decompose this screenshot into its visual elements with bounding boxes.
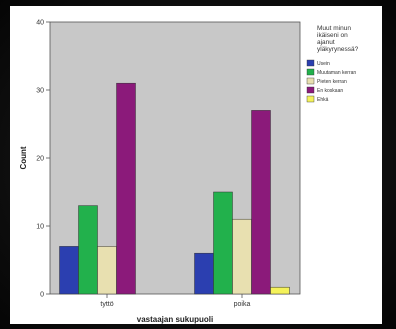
y-tick-label: 30 [36, 88, 44, 95]
x-tick-label: poika [234, 301, 251, 308]
bar-pieten-kerran-0 [97, 246, 117, 295]
legend-label: Usein [317, 61, 330, 67]
legend-swatch [306, 77, 315, 85]
legend-swatch [306, 86, 315, 94]
bar-en-koskaan-1 [251, 110, 271, 295]
y-axis-title: Count [19, 146, 28, 169]
bar-usein-1 [194, 252, 214, 295]
bar-ehkä-1 [270, 286, 290, 295]
x-tick-label: tyttö [100, 301, 113, 308]
legend-swatch [306, 95, 315, 103]
legend-swatch [306, 68, 315, 76]
bar-muutaman-kerran-1 [213, 191, 233, 295]
legend-swatch [306, 59, 315, 67]
y-tick-label: 20 [36, 156, 44, 163]
bars-group [59, 82, 290, 295]
x-axis: tyttö poika [100, 294, 250, 308]
legend-title-line: yläkyrynessä? [317, 46, 359, 53]
legend-label: Ehkä [317, 97, 329, 103]
y-tick-label: 10 [36, 224, 44, 231]
legend-label: Muutaman kerran [317, 70, 356, 76]
bar-pieten-kerran-1 [232, 218, 252, 295]
bar-en-koskaan-0 [116, 82, 136, 295]
y-axis: 0 10 20 30 40 [36, 20, 50, 299]
bar-usein-0 [59, 246, 79, 295]
y-tick-label: 40 [36, 20, 44, 27]
legend-title-line: ajanut [317, 39, 335, 46]
legend-label: Pieten kerran [317, 79, 347, 85]
x-axis-title: vastaajan sukupuoli [137, 315, 213, 324]
bar-muutaman-kerran-0 [78, 205, 98, 295]
y-tick-label: 0 [40, 292, 44, 299]
legend-title-line: Muut minun [317, 25, 351, 32]
legend-title-line: ikäiseni on [317, 32, 348, 39]
legend-label: En koskaan [317, 88, 343, 94]
